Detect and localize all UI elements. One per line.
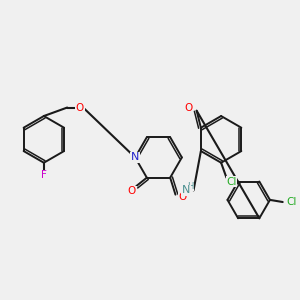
Text: Cl: Cl xyxy=(226,177,237,187)
Text: F: F xyxy=(41,170,47,181)
Text: N: N xyxy=(131,152,139,162)
Text: H: H xyxy=(187,182,194,190)
Text: N: N xyxy=(182,185,190,195)
Text: O: O xyxy=(128,187,136,196)
Text: O: O xyxy=(184,103,192,112)
Text: Cl: Cl xyxy=(286,197,296,207)
Text: O: O xyxy=(76,103,84,112)
Text: O: O xyxy=(179,192,187,202)
